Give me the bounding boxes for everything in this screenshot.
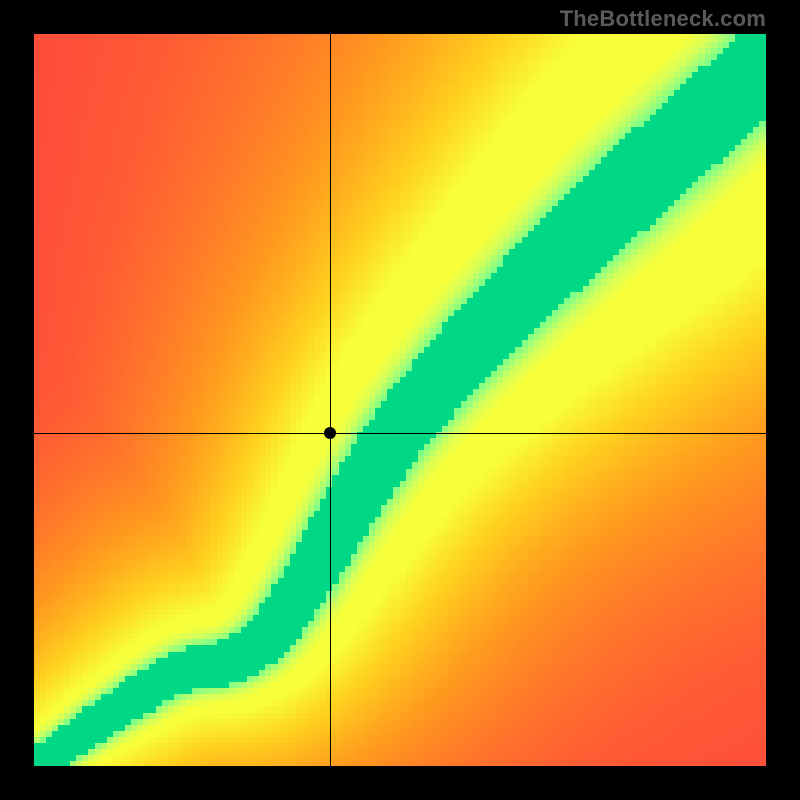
selection-marker xyxy=(324,427,336,439)
watermark-text: TheBottleneck.com xyxy=(560,6,766,32)
chart-container: TheBottleneck.com xyxy=(0,0,800,800)
crosshair-horizontal xyxy=(34,433,766,434)
bottleneck-heatmap xyxy=(34,34,766,766)
crosshair-vertical xyxy=(330,34,331,766)
